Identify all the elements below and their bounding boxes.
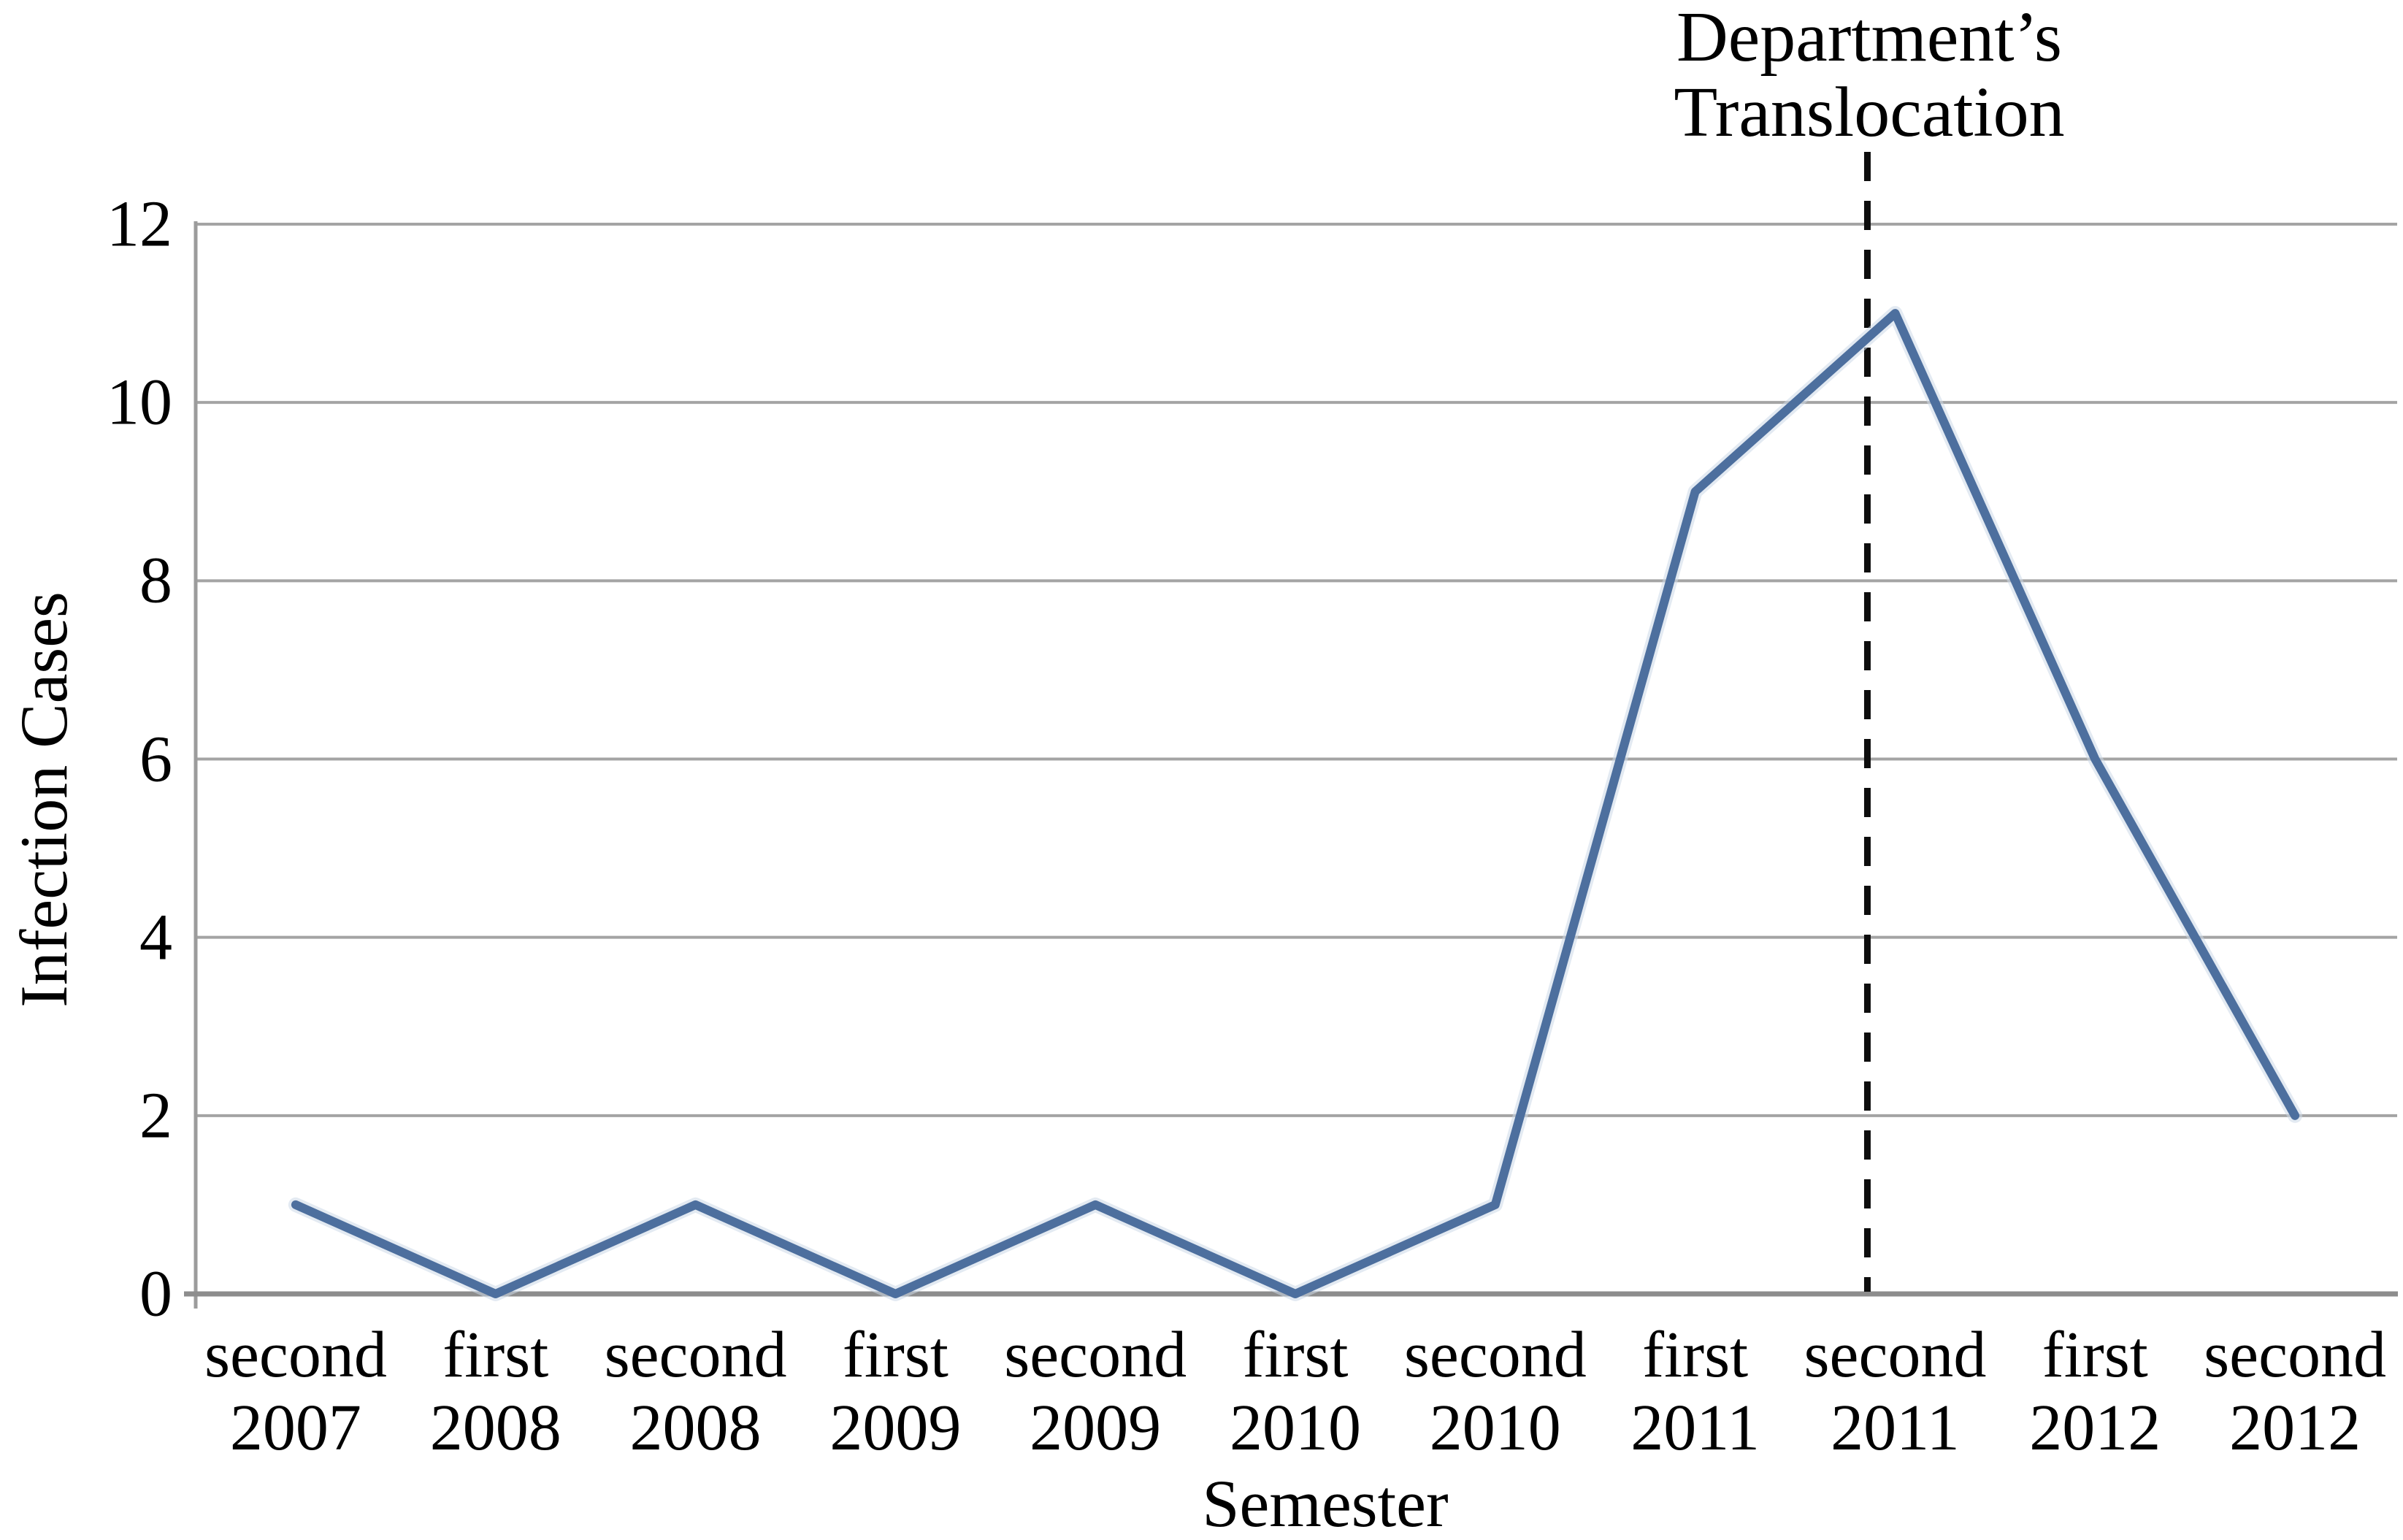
y-tick-label-6: 6: [139, 723, 172, 795]
x-tick-label-second-2012: second 2012: [2204, 1319, 2386, 1465]
x-tick-year: 2012: [2029, 1392, 2161, 1464]
infection-cases-line: [291, 309, 2300, 1298]
x-tick-semester: second: [604, 1319, 787, 1391]
y-axis-title: Infection Cases: [7, 591, 81, 1008]
x-tick-semester: first: [1642, 1319, 1749, 1391]
y-tick-label-4: 4: [139, 901, 172, 974]
x-tick-semester: second: [204, 1319, 387, 1391]
x-tick-year: 2007: [229, 1392, 361, 1464]
x-tick-label-second-2011: second 2011: [1804, 1319, 1986, 1465]
x-tick-year: 2008: [429, 1392, 562, 1464]
x-tick-semester: second: [1403, 1319, 1587, 1391]
y-tick-label-12: 12: [107, 188, 172, 261]
x-tick-semester: first: [842, 1319, 948, 1391]
annotation-title-line-2: Translocation: [1674, 73, 2065, 152]
x-tick-label-first-2010: first 2010: [1230, 1319, 1361, 1465]
x-tick-label-second-2009: second 2009: [1004, 1319, 1187, 1465]
y-tick-label-10: 10: [107, 366, 172, 439]
x-tick-semester: second: [1804, 1319, 1987, 1391]
x-tick-year: 2011: [1831, 1392, 1960, 1464]
annotation-title: Department’s Translocation: [1674, 0, 2064, 150]
x-tick-label-first-2012: first 2012: [2029, 1319, 2161, 1465]
x-tick-label-first-2011: first 2011: [1630, 1319, 1760, 1465]
x-tick-label-second-2007: second 2007: [204, 1319, 387, 1465]
x-tick-year: 2010: [1429, 1392, 1561, 1464]
x-tick-year: 2011: [1630, 1392, 1760, 1464]
x-tick-semester: first: [1242, 1319, 1349, 1391]
x-tick-label-second-2008: second 2008: [605, 1319, 787, 1465]
x-tick-year: 2009: [829, 1392, 962, 1464]
y-tick-label-8: 8: [139, 544, 172, 617]
x-tick-semester: second: [1004, 1319, 1187, 1391]
x-tick-label-second-2010: second 2010: [1404, 1319, 1587, 1465]
annotation-title-line-1: Department’s: [1676, 0, 2062, 77]
x-tick-semester: first: [2042, 1319, 2148, 1391]
x-tick-semester: first: [442, 1319, 549, 1391]
x-tick-year: 2009: [1030, 1392, 1162, 1464]
infection-cases-line-halo: [288, 306, 2303, 1301]
x-tick-year: 2010: [1230, 1392, 1361, 1464]
x-tick-semester: second: [2204, 1319, 2387, 1391]
x-tick-year: 2012: [2229, 1392, 2361, 1464]
y-tick-label-0: 0: [139, 1257, 172, 1330]
x-axis-title: Semester: [1202, 1466, 1449, 1540]
x-tick-year: 2008: [629, 1392, 762, 1464]
x-tick-label-first-2008: first 2008: [430, 1319, 562, 1465]
y-tick-label-2: 2: [139, 1079, 172, 1152]
x-tick-label-first-2009: first 2009: [829, 1319, 961, 1465]
